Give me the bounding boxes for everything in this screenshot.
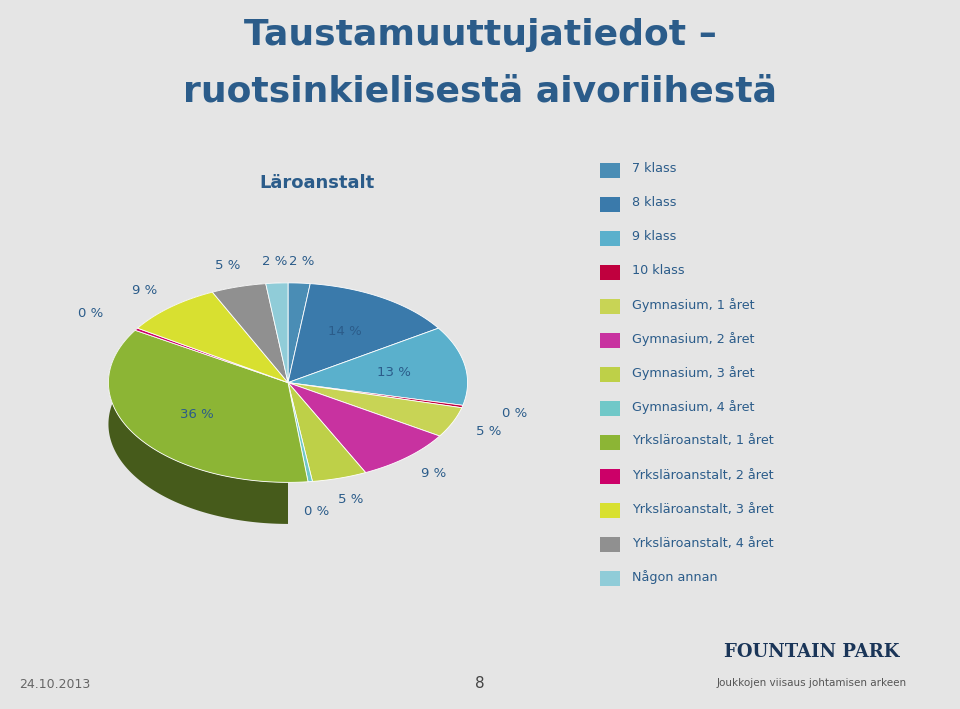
Polygon shape: [288, 383, 462, 436]
Text: 9 %: 9 %: [420, 467, 446, 480]
Text: FOUNTAIN PARK: FOUNTAIN PARK: [724, 643, 899, 661]
Text: Gymnasium, 2 året: Gymnasium, 2 året: [632, 332, 755, 346]
Text: Taustamuuttujatiedot –: Taustamuuttujatiedot –: [244, 18, 716, 52]
Polygon shape: [288, 328, 468, 406]
Polygon shape: [266, 283, 288, 325]
Text: 9 klass: 9 klass: [632, 230, 676, 243]
Text: Gymnasium, 1 året: Gymnasium, 1 året: [632, 298, 755, 312]
Text: Gymnasium, 3 året: Gymnasium, 3 året: [632, 366, 755, 380]
Text: Någon annan: Någon annan: [632, 570, 717, 584]
Text: Yrksläroanstalt, 4 året: Yrksläroanstalt, 4 året: [632, 537, 774, 549]
Text: 0 %: 0 %: [78, 307, 104, 320]
Text: ruotsinkielisestä aivoriihestä: ruotsinkielisestä aivoriihestä: [183, 74, 777, 108]
Polygon shape: [137, 292, 288, 383]
Polygon shape: [108, 330, 308, 482]
Polygon shape: [288, 383, 366, 481]
Polygon shape: [288, 283, 310, 383]
Text: 5 %: 5 %: [215, 259, 240, 272]
Polygon shape: [108, 330, 288, 524]
Text: 10 klass: 10 klass: [632, 264, 684, 277]
Text: 36 %: 36 %: [180, 408, 214, 421]
Polygon shape: [135, 328, 137, 372]
Text: Yrksläroanstalt, 2 året: Yrksläroanstalt, 2 året: [632, 469, 774, 481]
Text: 5 %: 5 %: [476, 425, 502, 437]
Polygon shape: [266, 283, 288, 383]
Text: 0 %: 0 %: [304, 505, 329, 518]
Polygon shape: [288, 383, 312, 481]
Polygon shape: [288, 284, 439, 383]
Text: Yrksläroanstalt, 1 året: Yrksläroanstalt, 1 året: [632, 435, 774, 447]
Text: 8: 8: [475, 676, 485, 691]
Polygon shape: [212, 284, 288, 383]
Text: Yrksläroanstalt, 3 året: Yrksläroanstalt, 3 året: [632, 503, 774, 515]
Polygon shape: [288, 383, 440, 473]
Text: 0 %: 0 %: [502, 407, 527, 420]
Polygon shape: [288, 383, 463, 408]
Text: 2 %: 2 %: [262, 255, 287, 268]
Polygon shape: [137, 292, 212, 369]
Text: Läroanstalt: Läroanstalt: [259, 174, 374, 191]
Text: 13 %: 13 %: [377, 366, 411, 379]
Text: 5 %: 5 %: [338, 493, 364, 506]
Text: 7 klass: 7 klass: [632, 162, 676, 175]
Text: 9 %: 9 %: [132, 284, 157, 297]
Polygon shape: [212, 284, 266, 334]
Text: Gymnasium, 4 året: Gymnasium, 4 året: [632, 400, 755, 414]
Text: 14 %: 14 %: [328, 325, 362, 338]
Text: 24.10.2013: 24.10.2013: [19, 679, 90, 691]
Polygon shape: [135, 328, 288, 383]
Text: 8 klass: 8 klass: [632, 196, 676, 209]
Text: Joukkojen viisaus johtamisen arkeen: Joukkojen viisaus johtamisen arkeen: [716, 678, 906, 688]
Text: 2 %: 2 %: [289, 255, 314, 268]
